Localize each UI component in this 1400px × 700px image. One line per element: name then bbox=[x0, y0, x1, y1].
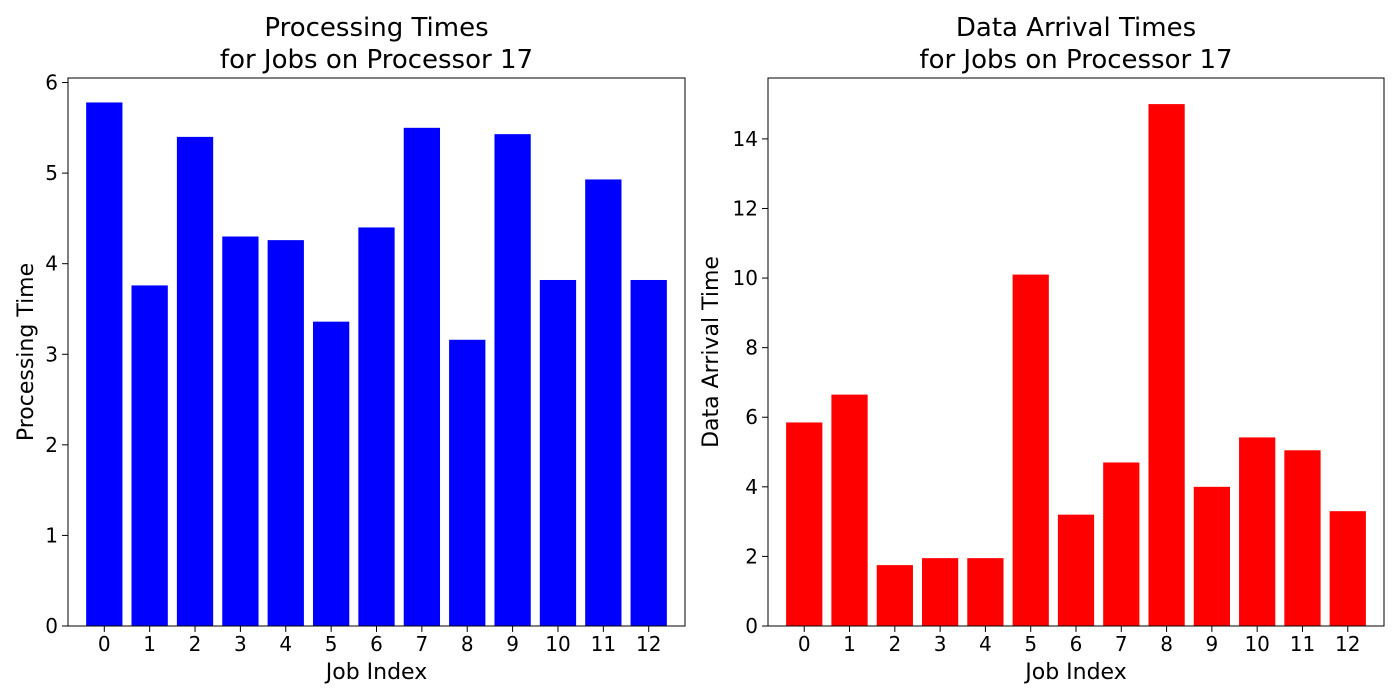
bar-job-5 bbox=[1012, 274, 1049, 626]
plot-frame bbox=[67, 77, 686, 627]
bar-job-1 bbox=[831, 394, 868, 626]
y-ticks: 0 1 2 3 4 5 6 bbox=[45, 71, 68, 638]
data-arrival-times-chart: Data Arrival Times for Jobs on Processor… bbox=[699, 13, 1385, 685]
x-tick-label: 10 bbox=[545, 632, 570, 656]
chart-title-line2: for Jobs on Processor 17 bbox=[919, 45, 1232, 75]
y-axis-label: Data Arrival Time bbox=[699, 256, 724, 448]
bar-job-2 bbox=[176, 136, 214, 626]
y-axis-label: Processing Time bbox=[14, 263, 39, 441]
bar-job-9 bbox=[494, 134, 531, 626]
x-tick-label: 8 bbox=[1160, 632, 1173, 656]
x-tick-label: 6 bbox=[1070, 632, 1083, 656]
x-tick-label: 11 bbox=[1290, 632, 1315, 656]
x-tick-label: 9 bbox=[1206, 632, 1219, 656]
y-tick-label: 8 bbox=[745, 336, 758, 360]
x-tick-label: 2 bbox=[888, 632, 901, 656]
bar-job-10 bbox=[1239, 437, 1276, 626]
bar-job-0 bbox=[786, 422, 823, 626]
bar-job-12 bbox=[1329, 511, 1366, 626]
y-tick-label: 3 bbox=[45, 342, 58, 366]
bar-job-4 bbox=[267, 240, 304, 626]
bar-job-6 bbox=[358, 227, 395, 626]
chart-title-line1: Processing Times bbox=[264, 13, 488, 43]
chart-title-line2: for Jobs on Processor 17 bbox=[220, 45, 533, 75]
bar-job-7 bbox=[403, 127, 441, 626]
y-tick-label: 6 bbox=[45, 71, 58, 95]
y-tick-label: 1 bbox=[45, 523, 58, 547]
x-tick-label: 4 bbox=[279, 632, 292, 656]
x-tick-label: 5 bbox=[325, 632, 338, 656]
x-tick-label: 1 bbox=[843, 632, 856, 656]
bars bbox=[786, 104, 1366, 627]
y-tick-label: 0 bbox=[45, 614, 58, 638]
x-tick-label: 8 bbox=[461, 632, 474, 656]
x-tick-label: 3 bbox=[234, 632, 247, 656]
x-tick-label: 0 bbox=[798, 632, 811, 656]
bar-job-8 bbox=[1148, 104, 1185, 627]
y-tick-label: 2 bbox=[45, 433, 58, 457]
x-tick-label: 3 bbox=[934, 632, 947, 656]
bar-job-5 bbox=[312, 321, 350, 626]
y-tick-label: 4 bbox=[45, 252, 58, 276]
bar-job-9 bbox=[1193, 486, 1230, 626]
x-tick-label: 6 bbox=[370, 632, 383, 656]
x-tick-label: 0 bbox=[98, 632, 111, 656]
x-ticks: 0 1 2 3 4 5 6 7 8 9 10 11 12 bbox=[798, 626, 1360, 656]
x-tick-label: 2 bbox=[189, 632, 202, 656]
y-tick-label: 10 bbox=[733, 266, 758, 290]
x-tick-label: 12 bbox=[1335, 632, 1360, 656]
bar-job-3 bbox=[922, 558, 959, 626]
x-axis-label: Job Index bbox=[1023, 660, 1126, 685]
bars bbox=[86, 102, 667, 626]
x-tick-label: 12 bbox=[636, 632, 661, 656]
chart-title-line1: Data Arrival Times bbox=[956, 13, 1196, 43]
x-tick-label: 7 bbox=[1115, 632, 1128, 656]
bar-job-10 bbox=[539, 279, 577, 626]
processing-times-chart: Processing Times for Jobs on Processor 1… bbox=[14, 13, 686, 685]
x-tick-label: 7 bbox=[416, 632, 429, 656]
y-tick-label: 14 bbox=[733, 127, 758, 151]
x-tick-label: 9 bbox=[506, 632, 519, 656]
x-tick-label: 10 bbox=[1244, 632, 1269, 656]
bar-job-8 bbox=[449, 339, 486, 626]
bar-job-11 bbox=[585, 179, 622, 626]
x-ticks: 0 1 2 3 4 5 6 7 8 9 10 11 12 bbox=[98, 626, 661, 656]
plot-frame bbox=[767, 77, 1385, 627]
x-tick-label: 5 bbox=[1024, 632, 1037, 656]
y-tick-label: 0 bbox=[745, 614, 758, 638]
y-ticks: 0 2 4 6 8 10 12 14 bbox=[733, 127, 768, 638]
y-tick-label: 6 bbox=[745, 405, 758, 429]
bar-job-4 bbox=[967, 558, 1004, 626]
x-tick-label: 4 bbox=[979, 632, 992, 656]
y-tick-label: 4 bbox=[745, 475, 758, 499]
x-tick-label: 1 bbox=[143, 632, 156, 656]
y-tick-label: 12 bbox=[733, 196, 758, 220]
x-axis-label: Job Index bbox=[324, 660, 427, 685]
bar-job-6 bbox=[1057, 514, 1095, 626]
y-tick-label: 2 bbox=[745, 544, 758, 568]
x-tick-label: 11 bbox=[591, 632, 616, 656]
bar-job-2 bbox=[876, 565, 913, 626]
bar-job-7 bbox=[1103, 462, 1140, 626]
bar-job-12 bbox=[630, 279, 667, 626]
bar-job-1 bbox=[131, 285, 168, 626]
bar-job-3 bbox=[222, 236, 259, 626]
bar-job-11 bbox=[1284, 450, 1321, 626]
bar-job-0 bbox=[86, 102, 123, 626]
y-tick-label: 5 bbox=[45, 161, 58, 185]
